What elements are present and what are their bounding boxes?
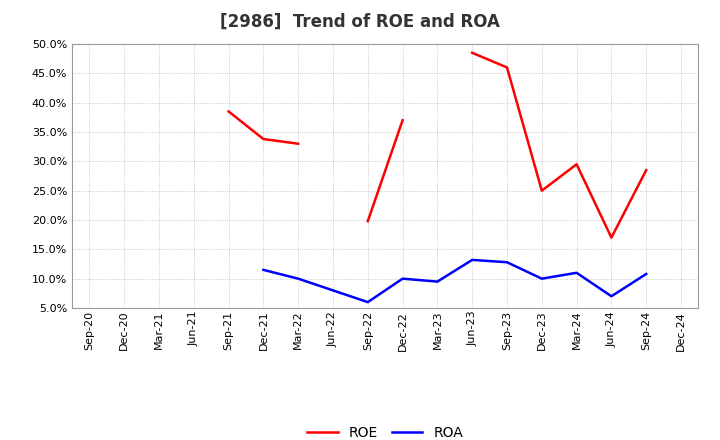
ROA	[537, 276, 546, 281]
ROA	[642, 271, 651, 277]
ROE	[294, 141, 302, 147]
Text: [2986]  Trend of ROE and ROA: [2986] Trend of ROE and ROA	[220, 13, 500, 31]
Line: ROA: ROA	[264, 260, 647, 302]
ROA	[328, 288, 337, 293]
ROE	[259, 136, 268, 142]
ROA	[468, 257, 477, 263]
ROA	[572, 270, 581, 275]
Legend: ROE, ROA: ROE, ROA	[307, 426, 463, 440]
ROA	[607, 293, 616, 299]
ROA	[503, 260, 511, 265]
Line: ROE: ROE	[229, 111, 298, 144]
ROA	[259, 267, 268, 272]
ROE	[225, 109, 233, 114]
ROA	[433, 279, 442, 284]
ROA	[398, 276, 407, 281]
ROA	[364, 300, 372, 305]
ROA	[294, 276, 302, 281]
